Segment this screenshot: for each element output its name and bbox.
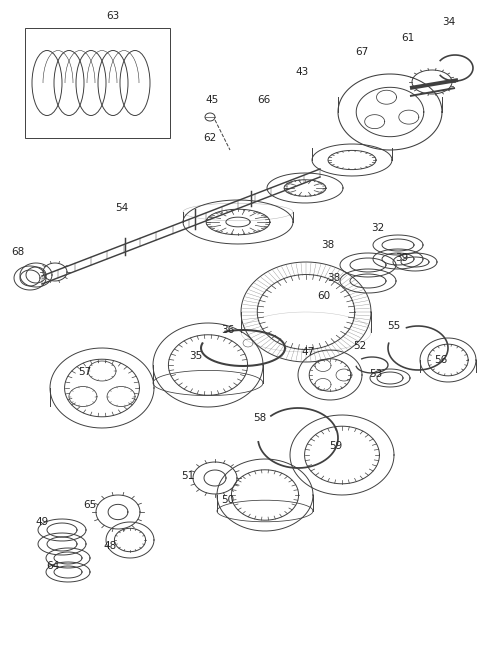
Text: 57: 57 [78,367,92,377]
Text: 32: 32 [372,223,384,233]
Text: 53: 53 [370,369,383,379]
Text: 50: 50 [221,495,235,505]
Text: 58: 58 [253,413,266,423]
Text: 48: 48 [103,541,117,551]
Text: 62: 62 [204,133,216,143]
Text: 65: 65 [84,500,96,510]
Text: 52: 52 [353,341,367,351]
Text: 60: 60 [317,291,331,301]
Text: 36: 36 [221,325,235,335]
Text: 39: 39 [396,253,408,263]
Text: 67: 67 [355,47,369,57]
Text: 35: 35 [190,351,203,361]
Text: 54: 54 [115,203,129,213]
Text: 51: 51 [181,471,194,481]
Text: 64: 64 [47,561,60,571]
Text: 38: 38 [327,273,341,283]
Text: 43: 43 [295,67,309,77]
Text: 61: 61 [401,33,415,43]
Text: 68: 68 [12,247,24,257]
Text: 63: 63 [107,11,120,21]
Text: 56: 56 [434,355,448,365]
Text: 59: 59 [329,441,343,451]
Text: 47: 47 [301,347,314,357]
Text: 34: 34 [443,17,456,27]
Text: 66: 66 [257,95,271,105]
Text: 45: 45 [205,95,218,105]
Text: 49: 49 [36,517,48,527]
Text: 55: 55 [387,321,401,331]
Text: 38: 38 [322,240,335,250]
Bar [25,28,170,138]
